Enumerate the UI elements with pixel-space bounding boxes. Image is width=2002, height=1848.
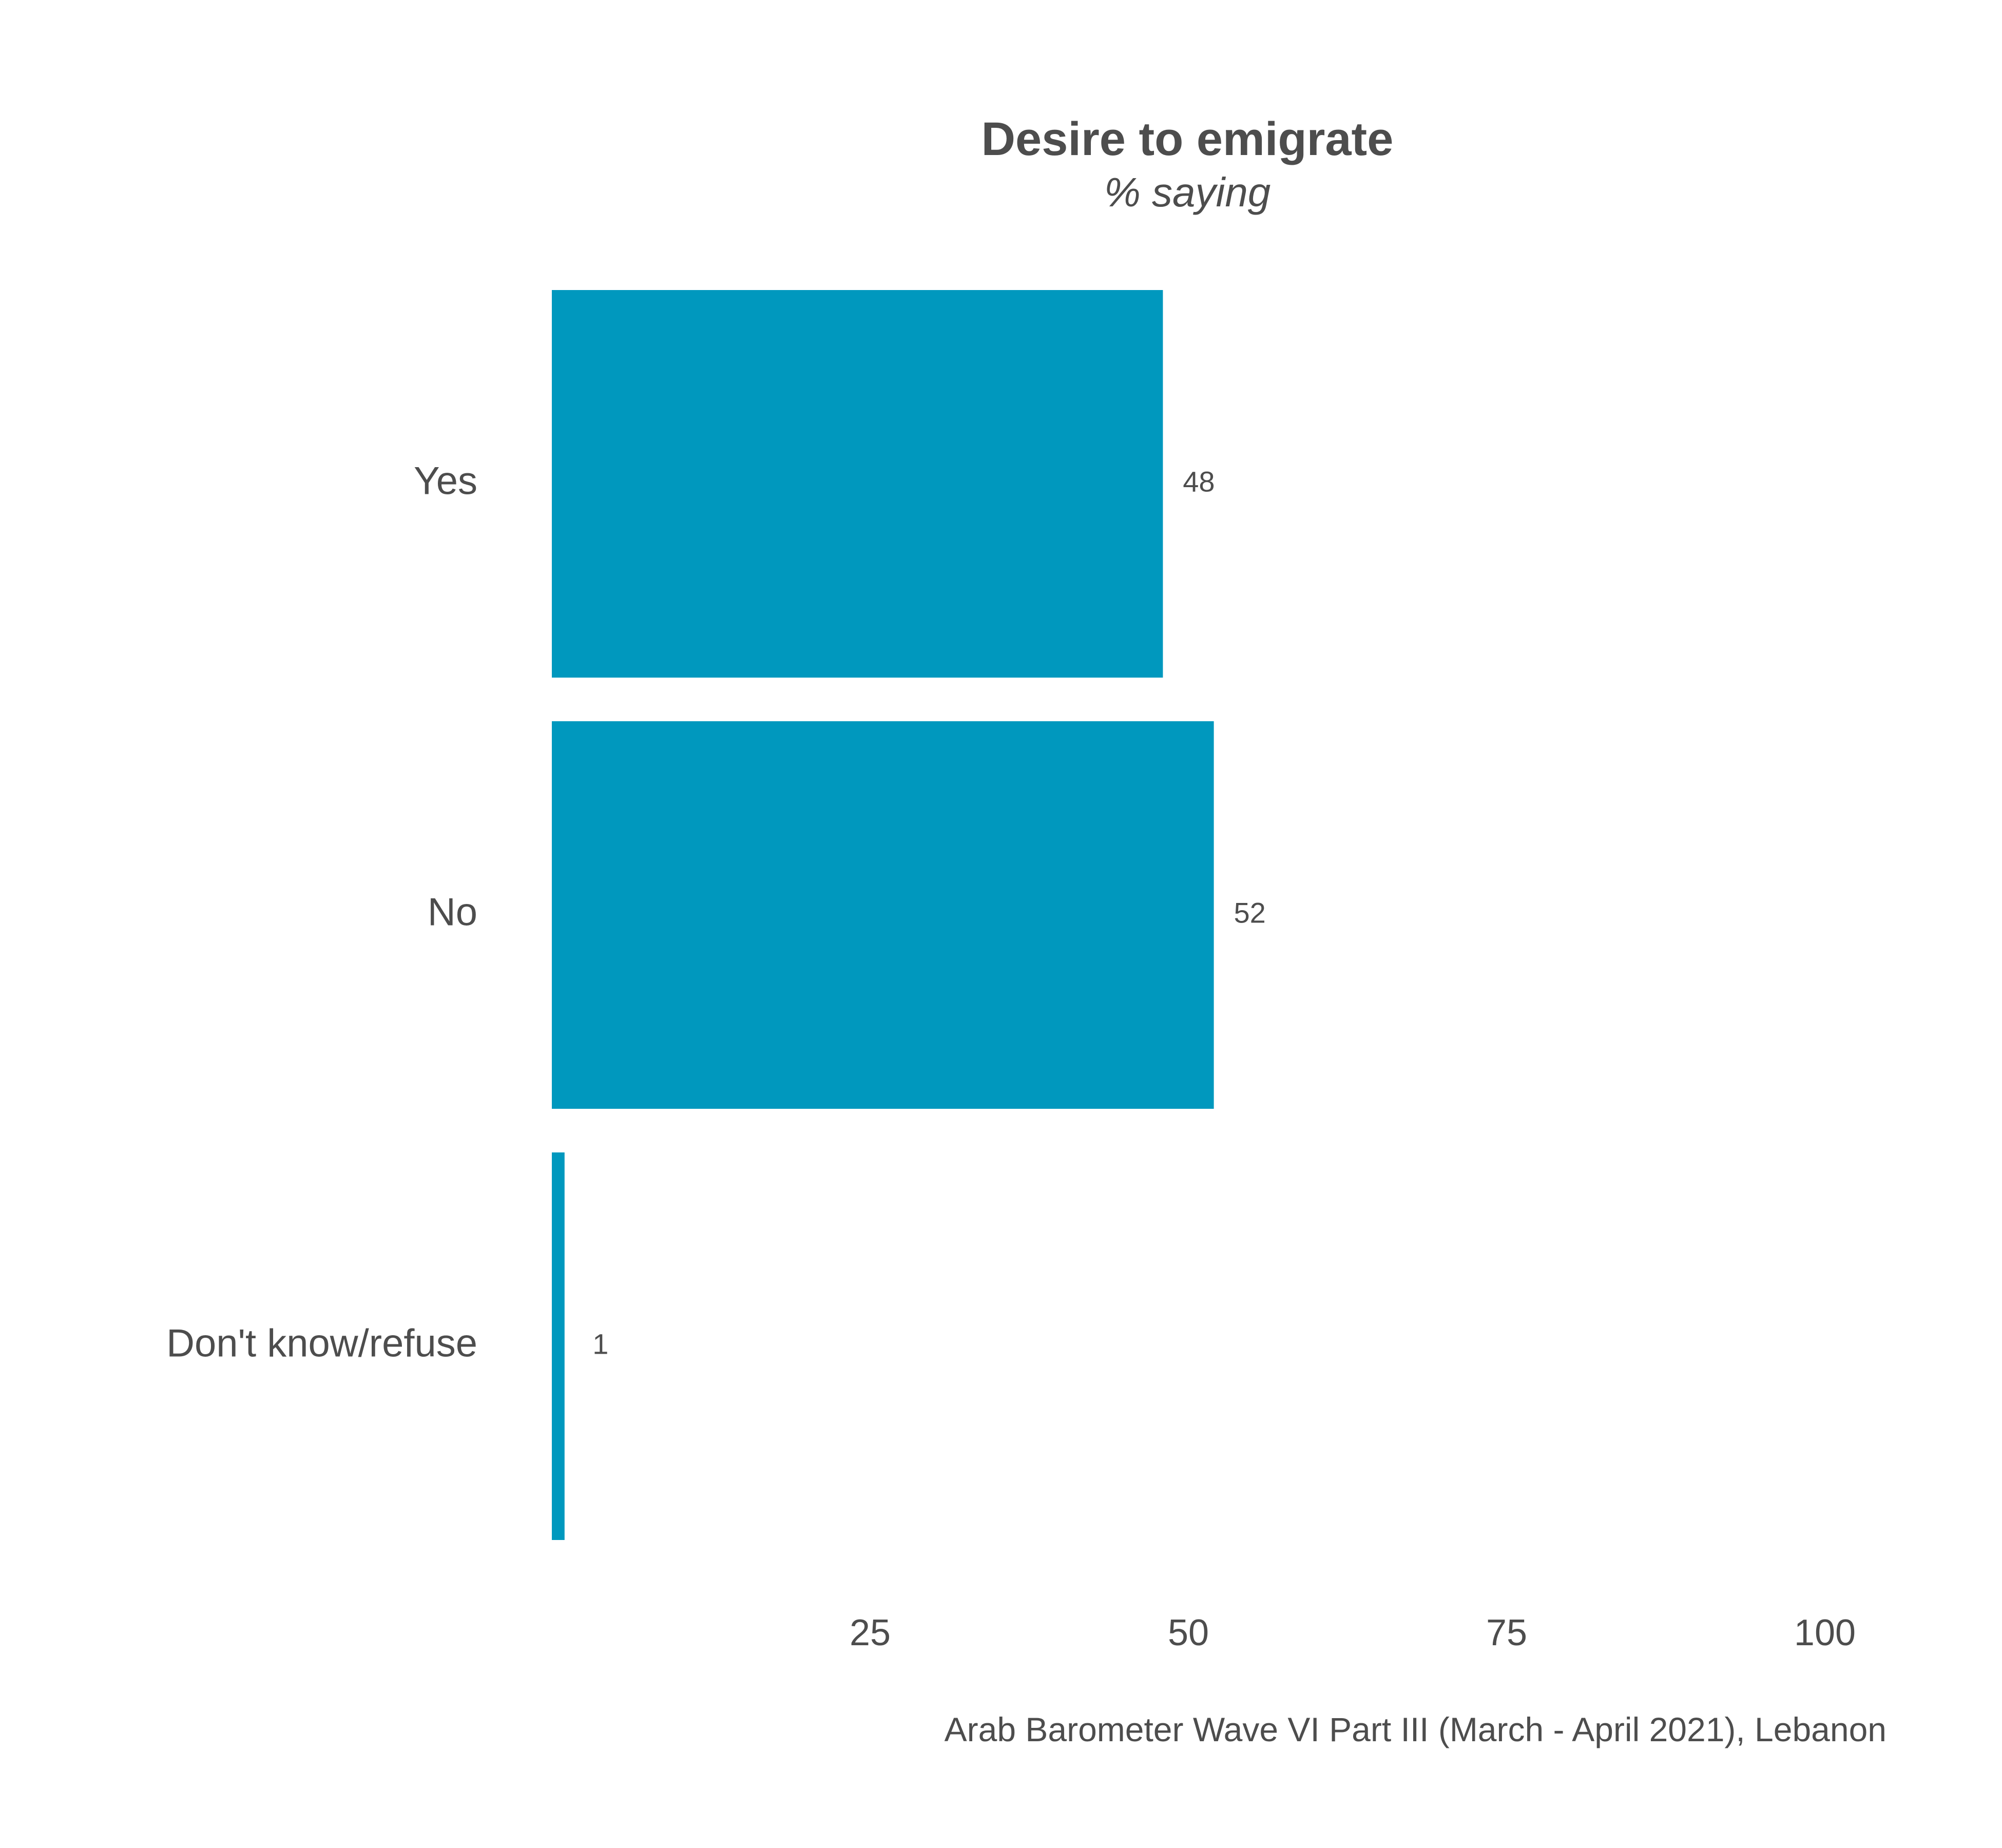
bar-0 [552,290,1163,678]
category-label: Yes [414,459,477,503]
bar-2 [552,1152,565,1540]
x-tick-label: 50 [1168,1612,1209,1653]
value-label: 1 [592,1327,608,1360]
bar-1 [552,721,1214,1109]
chart-caption: Arab Barometer Wave VI Part III (March -… [945,1710,1886,1748]
chart-subtitle: % saying [1104,169,1271,215]
x-tick-label: 25 [850,1612,891,1653]
x-tick-label: 100 [1794,1612,1856,1653]
x-axis: 25 50 75 100 [850,1612,1856,1653]
x-tick-label: 75 [1486,1612,1527,1653]
value-label: 52 [1234,896,1265,929]
value-label: 48 [1183,465,1215,497]
plot-area: Yes 48 No 52 Don't know/refuse 1 [166,290,1266,1540]
category-label: Don't know/refuse [166,1322,477,1365]
category-label: No [428,891,477,934]
chart-title: Desire to emigrate [981,113,1394,165]
